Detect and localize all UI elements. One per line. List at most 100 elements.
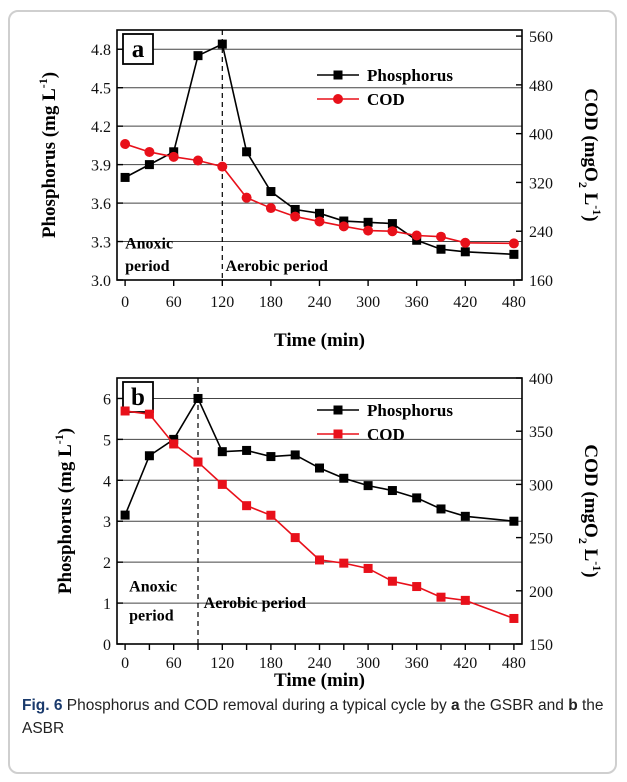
x-tick-label: 120 [210,294,234,311]
data-point [290,211,301,222]
legend-label: Phosphorus [367,401,453,420]
x-tick-label: 300 [356,294,380,311]
y2-tick-label: 300 [529,477,553,494]
data-point [387,226,398,237]
legend-marker [333,94,343,104]
data-point [411,230,422,241]
panel-label-box [122,33,154,65]
data-point [387,486,397,496]
figure-frame [8,10,617,774]
y2-tick-label: 480 [529,78,553,95]
chart-panel-a: 3.0 3.3 3.6 3.9 4.2 4.5 4.8 160 240 320 400 480 560 0… [36,29,604,351]
data-point [387,219,397,229]
caption-label: Fig. 6 [22,697,63,714]
x-tick-label: 180 [259,294,283,311]
data-point [193,51,203,61]
data-point [266,452,276,462]
data-point [290,204,300,214]
caption-text-3: the ASBR [22,697,604,737]
y-tick-label: 3.9 [91,158,111,175]
x-tick-label: 60 [166,294,182,311]
data-point [436,244,446,254]
x-tick-label: 240 [308,294,332,311]
series-cod [120,406,519,623]
x-axis-title: Time (min) [274,330,365,351]
y2-tick-label: 560 [529,29,553,46]
series-line [124,410,515,620]
y2-tick-label: 160 [529,273,553,290]
x-tick-label: 480 [502,294,526,311]
y-tick-label: 4.5 [91,81,111,98]
data-point [193,457,203,467]
data-point [387,576,397,586]
data-point [509,613,519,623]
legend-marker [333,70,343,80]
data-point [412,582,422,592]
y-tick-label: 4.2 [91,119,111,136]
caption-panel-a: a [451,697,460,714]
period-annotation: Aerobic period [226,258,328,275]
data-point [217,161,228,172]
y2-axis-title: COD (mgO2 L-1) [576,444,604,577]
legend-label: COD [367,425,405,444]
data-point [460,511,470,521]
figure-caption: Fig. 6 Phosphorus and COD removal during… [22,694,607,740]
data-point [460,237,471,248]
series-line [124,396,514,523]
y-tick-label: 5 [103,432,111,449]
y-axis-title: Phosphorus (mg L-1) [36,72,60,238]
figure-charts: 3.03.33.63.94.24.54.81602403204004805600… [36,29,604,690]
data-point [144,146,155,157]
data-point [314,216,325,227]
data-point [436,504,446,514]
x-tick-label: 60 [166,655,182,672]
x-tick-label: 0 [121,294,129,311]
legend-label: Phosphorus [367,66,453,85]
y2-axis-title: COD (mgO2 L-1) [576,88,604,221]
data-point [315,208,324,218]
data-point [193,393,203,403]
period-annotation: Anoxic [125,236,173,253]
data-point [169,439,179,449]
legend-marker [333,405,343,415]
x-tick-label: 120 [210,655,234,672]
legend-label: COD [367,90,405,109]
series-cod [120,139,519,249]
data-point [460,595,470,605]
data-point [363,225,374,236]
data-point [363,217,373,227]
data-point [217,479,227,489]
series-line [124,143,514,245]
data-point [315,463,324,473]
x-tick-label: 420 [453,294,477,311]
period-annotation: period [125,258,170,275]
y-tick-label: 4.8 [91,42,111,59]
y-tick-label: 4 [103,473,111,490]
y2-tick-label: 150 [529,637,553,654]
data-point [120,406,130,416]
data-point [120,139,131,150]
data-point [144,451,154,461]
y-tick-label: 3.0 [91,273,111,290]
series-line [124,42,514,256]
data-point [144,409,154,419]
y-tick-label: 1 [103,596,111,613]
y-tick-label: 6 [103,391,111,408]
period-annotation: period [129,607,174,624]
x-tick-label: 420 [453,655,477,672]
chart-panel-b: 0 1 2 3 4 5 6 150 200 250 300 350 400 0 60 120 180 240 300… [52,371,604,690]
period-annotation: Aerobic period [204,595,306,612]
y-tick-label: 3.3 [91,235,111,252]
data-point [363,481,373,491]
data-point [363,563,373,573]
data-point [242,501,252,511]
panel-label: a [132,36,145,63]
data-point [460,247,470,257]
data-point [509,516,519,526]
x-axis-title: Time (min) [274,670,365,690]
data-point [242,147,252,157]
y-axis-title: Phosphorus (mg L-1) [52,428,76,594]
y2-tick-label: 350 [529,424,553,441]
data-point [338,221,349,232]
y2-tick-label: 320 [529,175,553,192]
